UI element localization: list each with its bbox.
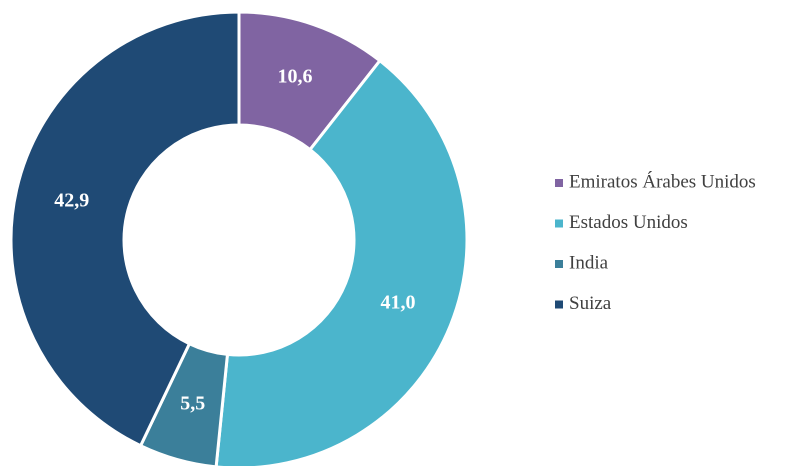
legend-label: Suiza: [569, 293, 612, 314]
legend-swatch: [555, 300, 563, 309]
legend-swatch: [555, 219, 563, 228]
data-label: 42,9: [54, 190, 89, 212]
legend-swatch: [555, 260, 563, 268]
data-label: 10,6: [278, 66, 313, 88]
donut-slice: [214, 58, 469, 466]
legend-label: Estados Unidos: [569, 212, 688, 233]
legend-swatch: [555, 179, 563, 187]
donut-slice: [9, 10, 241, 448]
legend-label: Emiratos Árabes Unidos: [569, 170, 756, 192]
data-label: 5,5: [180, 393, 205, 415]
data-label: 41,0: [381, 292, 416, 314]
legend-label: India: [569, 252, 609, 273]
